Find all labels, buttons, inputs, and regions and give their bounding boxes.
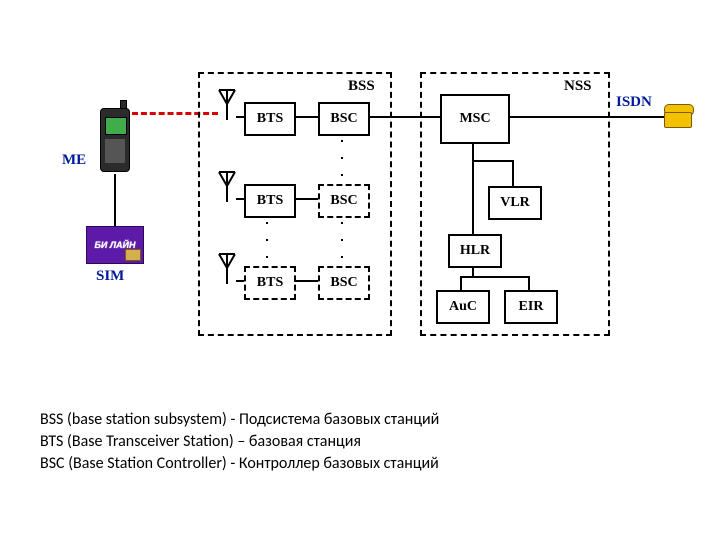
nss-frame-label: NSS [564,78,592,95]
legend-line: BSC (Base Station Controller) - Контролл… [40,454,439,475]
telephone-icon [664,104,692,128]
line-bts-bsc [294,280,318,282]
line-bts-bsc [294,198,318,200]
sim-card-icon: БИ ЛАЙН [86,226,144,264]
line [236,116,244,118]
ellipsis-dots [341,140,343,176]
line [472,160,512,162]
mobile-phone-icon [100,100,130,172]
antenna-icon [216,86,238,120]
line [512,160,514,186]
antenna-icon [216,168,238,202]
msc-node: MSC [440,94,510,144]
legend-line: BTS (Base Transceiver Station) – базовая… [40,432,361,453]
vlr-node: VLR [488,186,542,220]
line-bts-bsc [294,116,318,118]
line-bsc-msc [368,116,444,118]
line [528,276,530,290]
line [460,276,530,278]
auc-node: AuC [436,290,490,324]
ellipsis-dots [266,222,268,258]
me-label: ME [62,152,86,169]
bsc-node-dashed: BSC [318,184,370,218]
bsc-node-dashed: BSC [318,266,370,300]
bss-frame-label: BSS [348,78,375,95]
eir-node: EIR [504,290,558,324]
sim-label: SIM [96,268,124,285]
line-msc-isdn [508,116,664,118]
bts-node: BTS [244,102,296,136]
line [236,280,244,282]
isdn-label: ISDN [616,94,652,111]
bsc-node: BSC [318,102,370,136]
bts-node: BTS [244,184,296,218]
line-me-sim [114,174,116,226]
hlr-node: HLR [448,234,502,268]
line [460,276,462,290]
legend-line: BSS (base station subsystem) - Подсистем… [40,410,439,431]
bts-node-dashed: BTS [244,266,296,300]
line [236,198,244,200]
line [472,142,474,234]
ellipsis-dots [341,222,343,258]
antenna-icon [216,250,238,284]
diagram-stage: { "canvas":{"w":720,"h":540}, "labels":{… [0,0,720,540]
